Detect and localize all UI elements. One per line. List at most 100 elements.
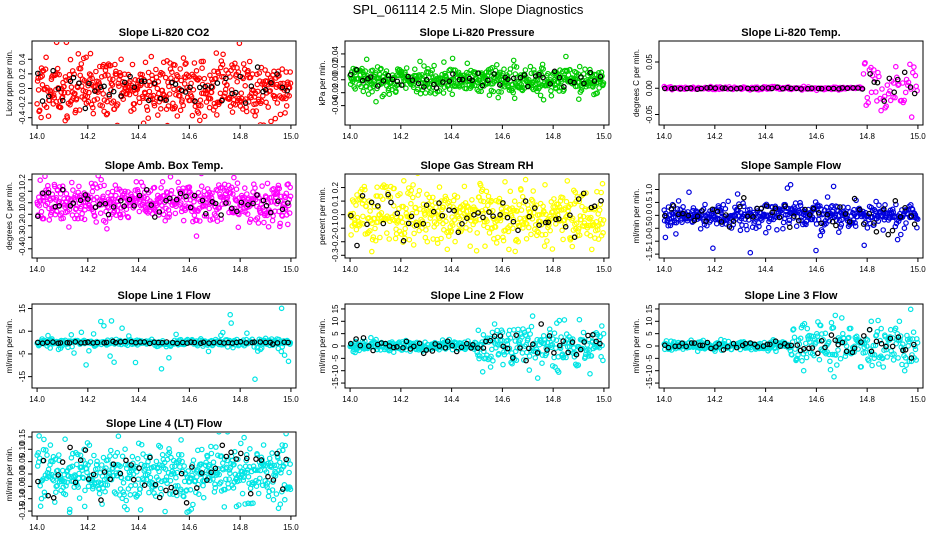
data-point [849,349,856,356]
data-point [92,88,98,94]
data-point [868,351,874,358]
data-point [177,190,184,197]
data-point [679,340,686,347]
data-point [478,88,485,95]
y-tick-label: 0.0 [645,209,654,221]
data-point [156,468,162,475]
data-point [360,221,367,227]
y-tick-label: 0.0 [18,197,27,209]
data-point [374,83,381,89]
y-tick-label: 0.0 [18,82,27,94]
x-tick-label: 14.4 [758,132,774,141]
data-point [285,200,291,206]
data-point [242,100,249,106]
data-point [765,85,772,91]
data-point [556,342,563,349]
data-point [677,85,684,92]
data-point [513,64,520,70]
data-point [144,107,151,114]
data-point [193,68,200,74]
data-point [587,232,594,239]
y-tick-label: 0.2 [18,68,27,80]
data-point [348,212,354,219]
data-point [360,88,367,95]
data-point [713,220,720,227]
data-point [160,211,167,218]
x-tick-label: 15.0 [596,265,612,274]
data-point [68,331,75,338]
data-point [525,224,532,231]
data-point [765,224,772,231]
data-point [830,183,837,190]
data-point [118,56,124,63]
y-tick-label: 0.05 [645,54,654,70]
data-point [523,236,530,242]
data-point [195,208,201,214]
data-point [124,506,130,513]
data-point [91,452,97,459]
data-point [827,358,833,365]
data-point [173,331,179,338]
data-point [675,198,682,204]
points-layer [347,313,607,381]
data-point [773,348,779,355]
data-point [803,221,809,228]
data-point [873,338,880,345]
data-point [361,183,368,190]
data-point [78,61,85,67]
x-tick-label: 14.2 [393,395,409,404]
data-point [434,240,441,247]
data-point [261,219,267,226]
data-point [580,190,587,197]
data-point [538,321,545,327]
data-point [518,187,524,193]
data-point [135,440,142,447]
data-point [166,211,173,217]
data-point [385,72,392,79]
data-point [700,337,707,344]
data-point [459,76,466,83]
y-tick-label: -1.5 [645,247,654,261]
data-point [138,441,145,448]
data-point [463,340,470,347]
data-point [431,62,437,69]
y-tick-label: 1.0 [645,183,654,195]
data-point [567,212,573,219]
data-point [590,84,596,90]
data-point [231,175,237,181]
data-point [386,91,393,98]
data-point [375,219,381,225]
data-point [491,321,498,327]
data-point [159,451,166,458]
data-point [197,84,203,91]
data-point [871,79,878,85]
data-point [259,183,265,189]
data-point [571,79,577,86]
data-point [567,201,574,208]
data-point [744,226,750,233]
data-point [862,59,868,66]
data-point [890,357,897,363]
data-point [56,71,63,78]
data-point [468,67,474,74]
data-point [400,238,407,244]
data-point [37,503,44,510]
data-point [263,99,269,106]
data-point [569,336,576,342]
data-point [560,354,567,360]
data-point [846,219,853,225]
data-point [242,185,248,191]
data-point [410,343,417,350]
data-point [279,343,286,350]
x-tick-label: 14.2 [80,395,96,404]
data-point [714,208,721,215]
data-point [546,333,553,339]
data-point [110,98,117,105]
data-point [413,72,420,79]
data-point [806,212,813,218]
data-point [456,76,463,83]
data-point [121,491,127,498]
data-point [559,351,566,358]
data-point [884,354,891,360]
data-point [511,198,518,205]
